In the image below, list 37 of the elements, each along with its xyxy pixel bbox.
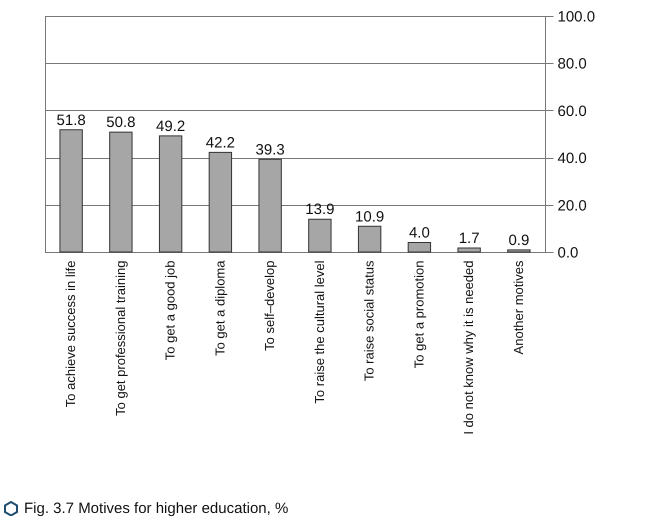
bar — [457, 247, 481, 252]
data-label: 1.7 — [458, 230, 480, 247]
x-tick-label: To self–develop — [262, 260, 278, 351]
x-tick-label: To get a good job — [162, 260, 178, 360]
bar — [358, 226, 382, 252]
bar — [59, 129, 83, 252]
data-label: 42.2 — [206, 134, 235, 152]
data-label: 49.2 — [156, 118, 186, 135]
text: Fig. 3.7 Motives for higher education, % — [24, 500, 288, 517]
data-label: 10.9 — [355, 208, 384, 226]
bar — [258, 158, 282, 252]
y-tick-label: 20.0 — [558, 197, 587, 214]
y-tick-label: 100.0 — [558, 8, 596, 26]
data-label: 50.8 — [106, 114, 136, 132]
y-tick-label: 40.0 — [558, 150, 587, 168]
bar — [308, 218, 332, 252]
x-tick-label: I do not know why it is needed — [461, 260, 476, 435]
y-tick-label: 0.0 — [558, 244, 578, 262]
bar — [158, 135, 182, 252]
data-label: 13.9 — [305, 201, 334, 218]
x-tick-label: To achieve success in life — [63, 260, 78, 408]
bar — [208, 152, 232, 252]
x-tick-label: To get professional training — [112, 260, 128, 416]
bar — [109, 132, 133, 252]
bar — [507, 249, 531, 252]
x-tick-label: To get a promotion — [411, 260, 426, 368]
x-tick-label: Another motives — [510, 260, 526, 354]
y-tick-label: 60.0 — [558, 102, 587, 120]
x-tick-label: To get a diploma — [212, 260, 228, 356]
data-label: 4.0 — [408, 224, 430, 242]
bar — [408, 242, 432, 252]
y-tick-label: 80.0 — [558, 56, 587, 73]
x-tick-label: To raise the cultural level — [312, 260, 327, 404]
data-label: 39.3 — [256, 141, 285, 158]
data-label: 51.8 — [56, 112, 86, 129]
data-label: 0.9 — [508, 232, 530, 249]
x-tick-label: To raise social status — [362, 260, 377, 382]
